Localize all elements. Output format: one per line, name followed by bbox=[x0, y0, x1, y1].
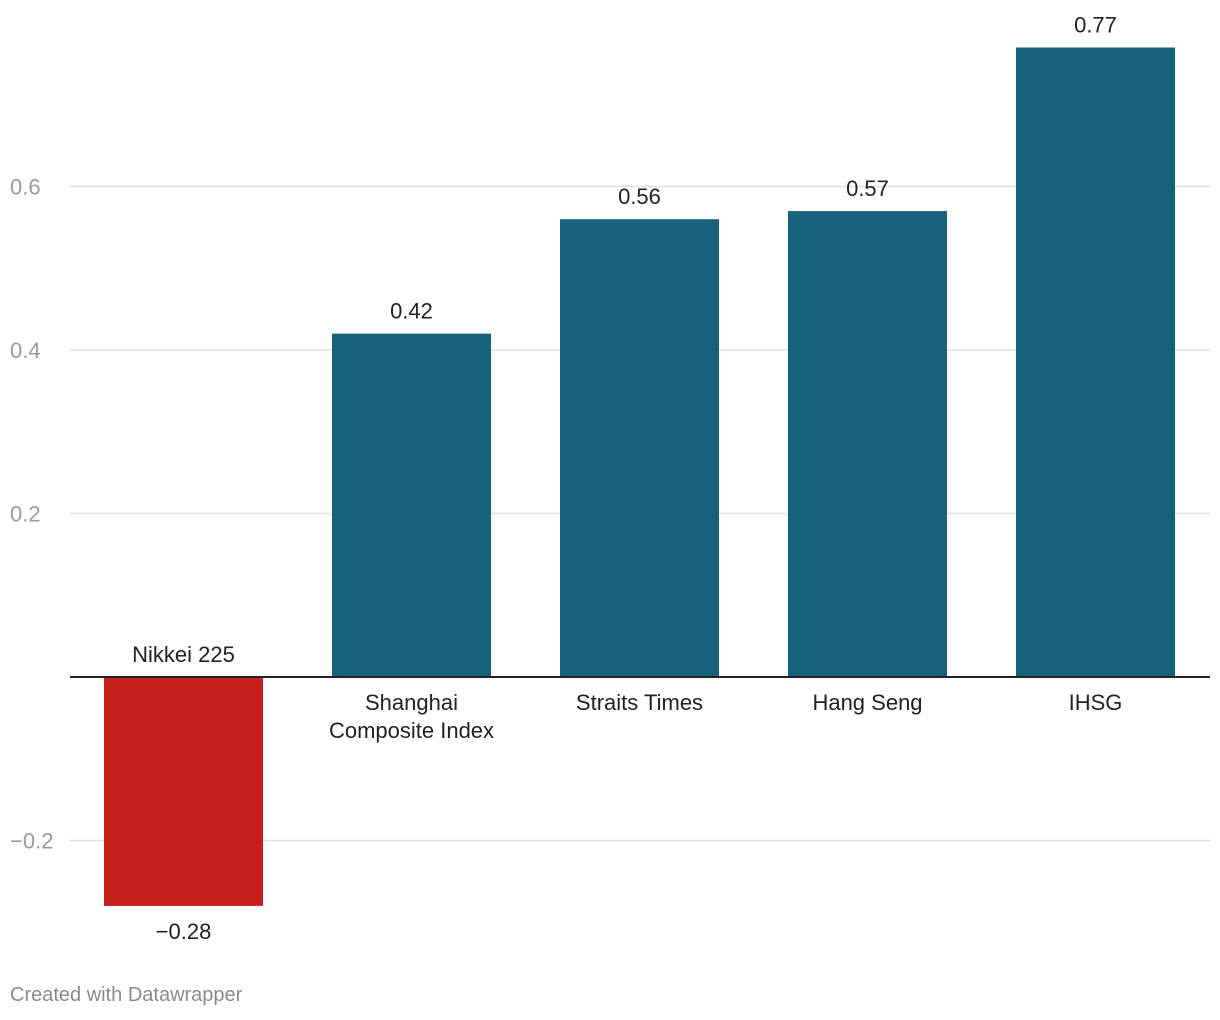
category-label: Shanghai bbox=[365, 690, 458, 715]
data-label: 0.77 bbox=[1074, 13, 1117, 38]
footer-credit: Created with Datawrapper bbox=[10, 984, 243, 1006]
bar bbox=[560, 219, 719, 677]
category-label: Straits Times bbox=[576, 690, 703, 715]
category-label: Hang Seng bbox=[812, 690, 922, 715]
bar bbox=[1016, 47, 1175, 677]
bar bbox=[104, 677, 263, 906]
y-tick-label: 0.4 bbox=[10, 338, 41, 363]
data-label: 0.56 bbox=[618, 184, 661, 209]
bar bbox=[788, 211, 947, 677]
data-label: 0.57 bbox=[846, 176, 889, 201]
y-tick-label: 0.6 bbox=[10, 175, 41, 200]
y-tick-label: −0.2 bbox=[10, 829, 53, 854]
category-label: Composite Index bbox=[329, 718, 494, 743]
data-label: −0.28 bbox=[156, 919, 212, 944]
category-label: IHSG bbox=[1069, 690, 1123, 715]
data-label: 0.42 bbox=[390, 299, 433, 324]
y-tick-label: 0.2 bbox=[10, 502, 41, 527]
category-label: Nikkei 225 bbox=[132, 642, 235, 667]
bar bbox=[332, 333, 491, 677]
